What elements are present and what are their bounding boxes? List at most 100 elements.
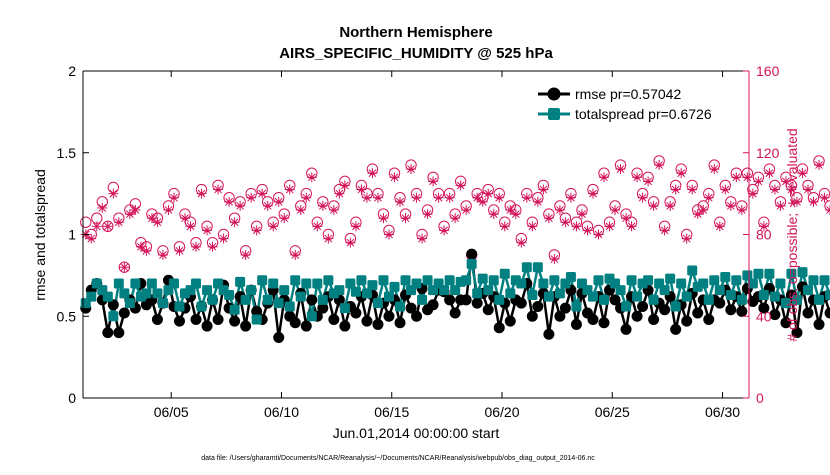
obs-possible-point — [118, 261, 131, 273]
rmse-point — [394, 317, 406, 329]
totalspread-point — [532, 262, 543, 273]
obs-evaluated-stroke — [87, 234, 96, 243]
totalspread-point — [295, 291, 306, 302]
obs-evaluated-stroke — [715, 222, 724, 231]
rmse-point — [328, 314, 340, 326]
rmse-point — [515, 297, 527, 309]
rmse-point — [300, 320, 312, 332]
obs-evaluated-stroke — [230, 218, 239, 227]
obs-evaluated-point — [676, 168, 687, 179]
obs-evaluated-point — [257, 188, 268, 199]
totalspread-point — [621, 301, 632, 312]
obs-evaluated-stroke — [192, 242, 200, 251]
obs-evaluated-point — [124, 209, 135, 220]
x-tick-label: 06/20 — [484, 404, 519, 420]
obs-evaluated-stroke — [809, 197, 818, 206]
obs-evaluated-stroke — [307, 173, 316, 182]
rmse-point — [736, 305, 748, 317]
x-tick-label: 06/10 — [264, 404, 299, 420]
obs-evaluated-stroke — [445, 193, 454, 202]
obs-evaluated-stroke — [787, 185, 796, 194]
totalspread-point — [648, 294, 659, 305]
obs-evaluated-point — [604, 221, 615, 232]
obs-evaluated-point — [108, 188, 119, 199]
obs-evaluated-stroke — [92, 222, 101, 231]
obs-evaluated-point — [345, 237, 356, 248]
totalspread-point — [262, 294, 273, 305]
obs-evaluated-point — [395, 196, 406, 207]
obs-evaluated-stroke — [109, 189, 118, 198]
rmse-point — [559, 302, 571, 314]
totalspread-point — [417, 294, 428, 305]
obs-evaluated-stroke — [677, 169, 686, 178]
obs-evaluated-point — [273, 196, 284, 207]
obs-evaluated-point — [725, 200, 736, 211]
obs-evaluated-point — [720, 184, 731, 195]
totalspread-point — [152, 288, 163, 299]
totalspread-point — [791, 294, 802, 305]
obs-evaluated-stroke — [153, 218, 162, 227]
obs-evaluated-point — [135, 241, 146, 252]
obs-evaluated-point — [538, 184, 549, 195]
obs-evaluated-stroke — [114, 218, 123, 227]
obs-evaluated-stroke — [737, 206, 746, 214]
obs-evaluated-stroke — [252, 226, 261, 235]
obs-evaluated-stroke — [699, 206, 708, 214]
totalspread-point — [477, 273, 488, 284]
obs-evaluated-stroke — [98, 204, 107, 212]
obs-evaluated-point — [224, 196, 235, 207]
obs-evaluated-point — [769, 184, 780, 195]
obs-evaluated-stroke — [396, 197, 404, 206]
obs-evaluated-stroke — [340, 181, 349, 190]
obs-evaluated-point — [389, 172, 400, 183]
obs-evaluated-stroke — [269, 222, 278, 231]
obs-evaluated-stroke — [164, 206, 173, 214]
x-axis-label: Jun.01,2014 00:00:00 start — [333, 425, 500, 441]
obs-evaluated-point — [86, 233, 97, 244]
obs-evaluated-stroke — [798, 169, 807, 178]
obs-evaluated-point — [290, 249, 301, 260]
rmse-point — [339, 320, 351, 332]
rmse-point — [620, 323, 632, 335]
totalspread-point — [141, 288, 152, 299]
obs-evaluated-stroke — [710, 165, 719, 173]
totalspread-point — [769, 291, 780, 302]
totalspread-point — [102, 291, 113, 302]
rmse-point — [317, 302, 329, 314]
obs-evaluated-point — [483, 188, 494, 199]
obs-evaluated-point — [202, 225, 213, 236]
totalspread-point — [802, 285, 813, 296]
obs-evaluated-point — [191, 241, 202, 252]
obs-possible-point — [102, 220, 114, 233]
rmse-point — [289, 317, 301, 329]
obs-evaluated-point — [758, 221, 769, 232]
legend-box — [534, 79, 748, 127]
totalspread-point — [643, 275, 654, 286]
totalspread-point — [422, 275, 433, 286]
obs-evaluated-point — [626, 221, 637, 232]
legend: rmse pr=0.57042 totalspread pr=0.6726 — [534, 79, 748, 127]
obs-evaluated-stroke — [622, 214, 630, 223]
obs-evaluated-stroke — [263, 201, 272, 210]
totalspread-point — [786, 268, 797, 279]
legend-rmse-marker — [547, 87, 561, 101]
obs-evaluated-point — [323, 233, 334, 244]
totalspread-point — [543, 291, 554, 302]
rmse-point — [361, 315, 373, 327]
obs-evaluated-stroke — [721, 185, 730, 194]
obs-evaluated-point — [102, 221, 113, 232]
obs-evaluated-point — [499, 221, 510, 232]
obs-evaluated-stroke — [241, 251, 250, 259]
obs-evaluated-point — [301, 192, 312, 203]
obs-evaluated-stroke — [274, 197, 283, 206]
obs-evaluated-stroke — [357, 185, 366, 194]
obs-evaluated-point — [808, 196, 819, 207]
obs-evaluated-stroke — [611, 206, 619, 214]
obs-evaluated-stroke — [462, 206, 471, 214]
obs-evaluated-point — [157, 249, 168, 260]
totalspread-point — [676, 278, 687, 289]
y-tick-label-right: 80 — [756, 227, 772, 243]
rmse-point — [460, 294, 472, 306]
obs-evaluated-stroke — [313, 222, 322, 231]
obs-evaluated-point — [168, 192, 179, 203]
